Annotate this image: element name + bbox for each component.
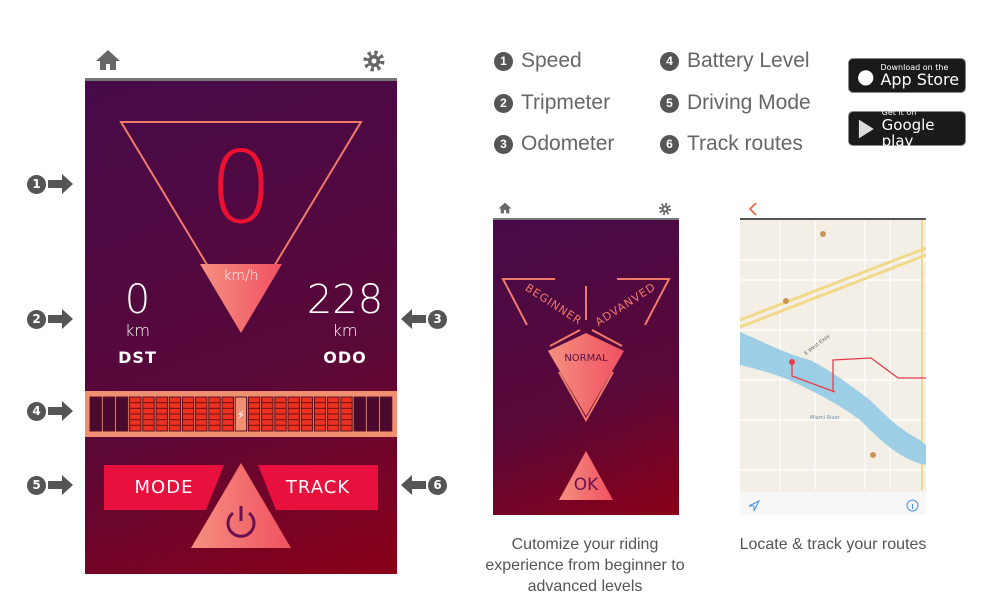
back-chevron-icon[interactable] [748,202,758,216]
battery-level-bar: ⚡ [89,396,393,432]
callout-tripmeter: 2 [27,309,73,329]
power-icon[interactable] [221,501,261,541]
battery-segment [366,396,380,432]
speed-unit: km/h [223,268,259,284]
mode-button[interactable]: MODE [104,465,224,510]
odo-label: ODO [323,348,367,367]
charging-indicator [234,396,248,432]
odo-value: 228 [306,277,384,323]
mode-selector-graphic [501,278,671,500]
mode-caption: Cutomize your riding experience from beg… [485,536,685,595]
map-caption: Locate & track your routes [739,536,927,553]
route-line [791,363,836,393]
battery-segment [379,396,393,432]
gear-icon[interactable] [362,49,386,73]
legend-speed: 1 Speed [494,49,582,73]
map-view[interactable] [740,220,926,515]
location-arrow-icon[interactable] [748,500,760,512]
trip-label: DST [118,348,157,367]
legend-battery: 4 Battery Level [660,49,810,73]
current-location-pin [789,359,795,365]
battery-segment [353,396,366,432]
battery-segment [115,396,129,432]
info-icon[interactable] [906,499,919,512]
google-play-badge[interactable]: Get it on Google play [848,108,966,149]
legend-odometer: 3 Odometer [494,132,614,156]
trip-unit: km [125,321,150,340]
gear-icon[interactable] [658,202,672,216]
app-store-badge[interactable]: ● Download on the App Store [848,58,966,93]
legend-driving-mode: 5 Driving Mode [660,91,811,115]
callout-driving-mode: 5 [27,475,73,495]
ok-button[interactable]: OK [573,475,599,495]
callout-odometer: 3 [401,309,447,329]
legend-track-routes: 6 Track routes [660,132,803,156]
main-dashboard-screen: 0 km/h 0 km DST 228 km ODO ⚡ MODE TRACK [85,78,397,574]
normal-option[interactable]: NORMAL [564,353,608,364]
home-icon[interactable] [95,49,121,71]
lightning-icon: ⚡ [237,408,245,422]
speed-value: 0 [209,129,273,246]
odo-unit: km [332,321,358,340]
google-play-icon [858,119,874,138]
battery-segment [102,396,116,432]
home-icon[interactable] [498,202,512,214]
route-map-screen: E West Expy Miami River [740,218,926,515]
map-label-river: Miami River [810,415,840,421]
river [740,332,926,465]
track-button[interactable]: TRACK [258,465,378,510]
callout-speed: 1 [27,174,73,194]
trip-value: 0 [124,277,151,323]
apple-logo-icon: ● [857,63,875,88]
mode-select-screen: BEGINNER ADVANVED NORMAL OK [493,218,679,515]
callout-battery: 4 [27,401,73,421]
battery-segment [89,396,102,432]
callout-track-routes: 6 [401,475,447,495]
legend-tripmeter: 2 Tripmeter [494,91,610,115]
